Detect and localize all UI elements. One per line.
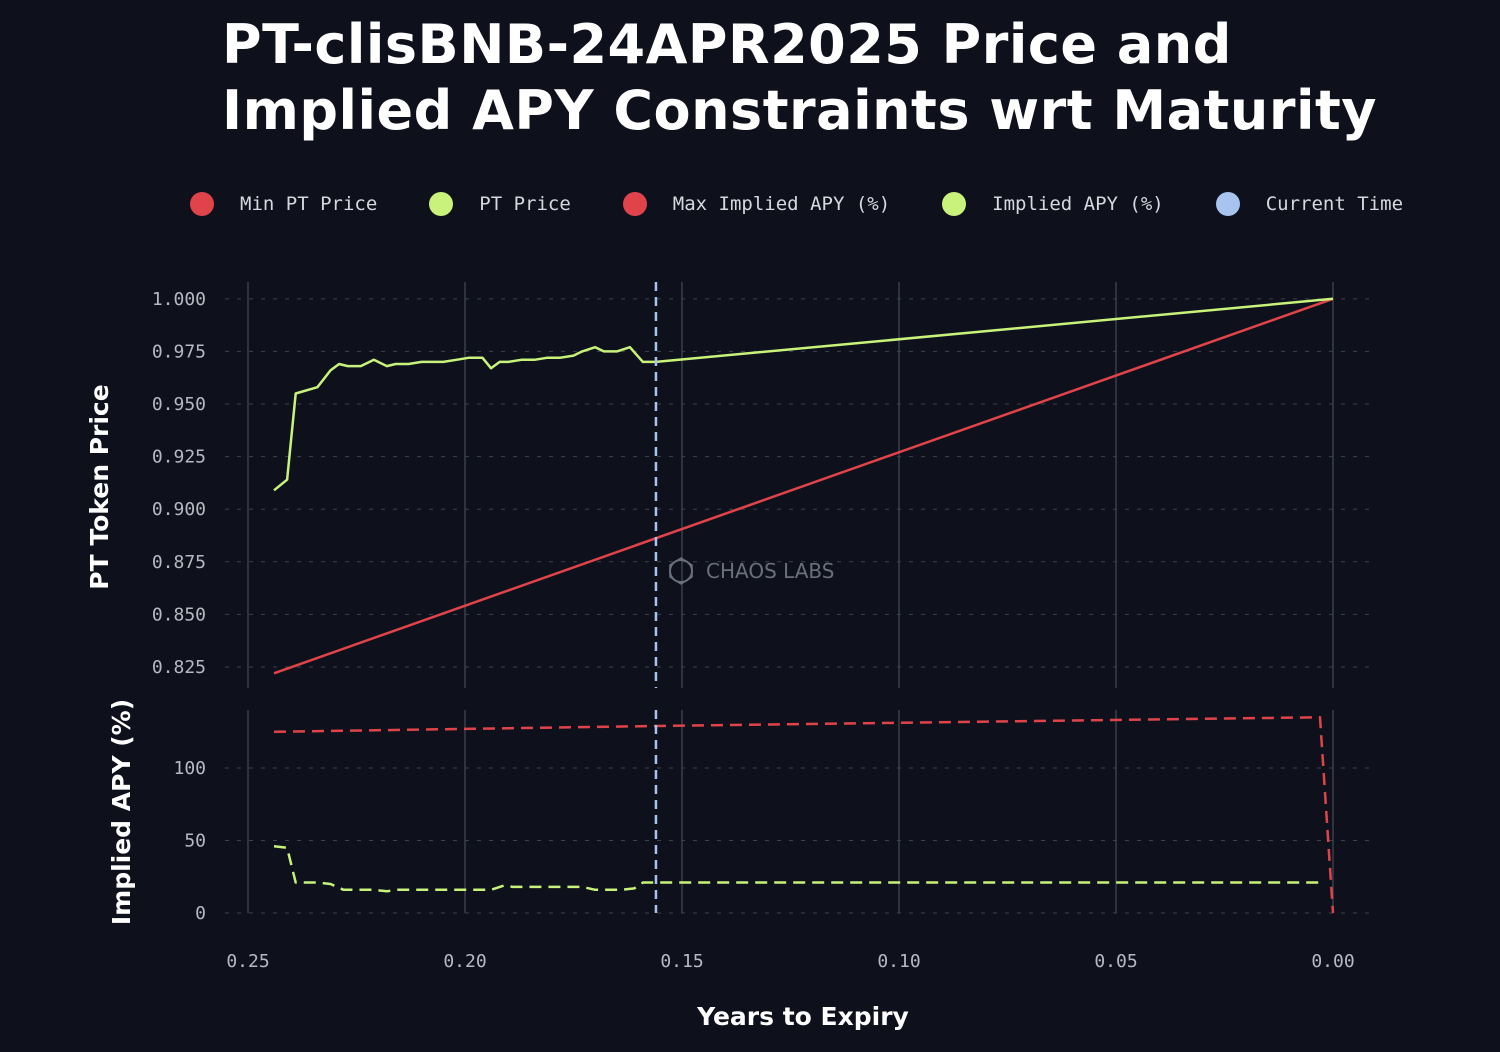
legend-item-current-time[interactable]: Current Time bbox=[1215, 192, 1404, 216]
y-tick-label-apy: 100 bbox=[173, 758, 206, 779]
chart-title: PT-clisBNB-24APR2025 Price and Implied A… bbox=[222, 13, 1378, 142]
legend-dot-icon bbox=[622, 192, 647, 216]
x-tick-label: 0.05 bbox=[1094, 951, 1137, 972]
y-tick-label-price: 0.925 bbox=[152, 447, 206, 468]
legend-item-implied-apy[interactable]: Implied APY (%) bbox=[942, 192, 1164, 216]
y-tick-label-price: 0.900 bbox=[152, 499, 206, 520]
legend-label: Min PT Price bbox=[240, 193, 378, 215]
x-tick-label: 0.10 bbox=[877, 951, 920, 972]
series-implied-apy bbox=[273, 845, 1320, 893]
y-tick-label-price: 0.950 bbox=[152, 394, 206, 415]
legend-item-min-pt-price[interactable]: Min PT Price bbox=[190, 192, 377, 216]
tick-labels: 0.825 0.850 0.875 0.900 0.925 0.950 0.975 1.000… bbox=[152, 289, 1355, 972]
y-tick-label-price: 0.825 bbox=[152, 657, 206, 678]
y-tick-label-apy: 0 bbox=[195, 903, 206, 924]
y-tick-label-price: 0.975 bbox=[152, 341, 206, 362]
series-min-pt-price bbox=[273, 297, 1334, 675]
y-tick-label-apy: 50 bbox=[184, 831, 206, 852]
legend-dot-icon bbox=[942, 192, 967, 216]
x-tick-label: 0.20 bbox=[443, 951, 486, 972]
legend-label: Implied APY (%) bbox=[992, 193, 1164, 215]
legend-label: Max Implied APY (%) bbox=[672, 193, 891, 215]
legend-dot-icon bbox=[190, 192, 214, 216]
legend-item-pt-price[interactable]: PT Price bbox=[429, 192, 571, 216]
chaos-labs-watermark: CHAOS LABS bbox=[669, 557, 834, 585]
grid bbox=[225, 282, 1375, 914]
x-tick-label: 0.00 bbox=[1311, 951, 1354, 972]
series-pt-price bbox=[273, 297, 1334, 492]
watermark-text: CHAOS LABS bbox=[706, 559, 834, 583]
series-max-implied-apy bbox=[273, 716, 1335, 914]
plot-marks bbox=[273, 282, 1335, 914]
x-tick-label: 0.15 bbox=[660, 951, 703, 972]
y-tick-label-price: 0.850 bbox=[152, 604, 206, 625]
legend-label: Current Time bbox=[1265, 193, 1404, 215]
y-tick-label-price: 0.875 bbox=[152, 552, 206, 573]
legend-label: PT Price bbox=[479, 193, 571, 215]
legend: Min PT Price PT Price Max Implied APY (%… bbox=[190, 192, 1403, 216]
legend-dot-icon bbox=[1215, 192, 1240, 216]
y-axis-title-price: PT Token Price bbox=[85, 384, 114, 589]
x-tick-label: 0.25 bbox=[226, 951, 269, 972]
y-axis-title-apy: Implied APY (%) bbox=[107, 699, 136, 925]
chaos-labs-logo-icon bbox=[669, 557, 693, 585]
legend-item-max-implied-apy[interactable]: Max Implied APY (%) bbox=[622, 192, 891, 216]
x-axis-title: Years to Expiry bbox=[696, 1002, 909, 1031]
legend-dot-icon bbox=[429, 192, 454, 216]
y-tick-label-price: 1.000 bbox=[152, 289, 206, 310]
